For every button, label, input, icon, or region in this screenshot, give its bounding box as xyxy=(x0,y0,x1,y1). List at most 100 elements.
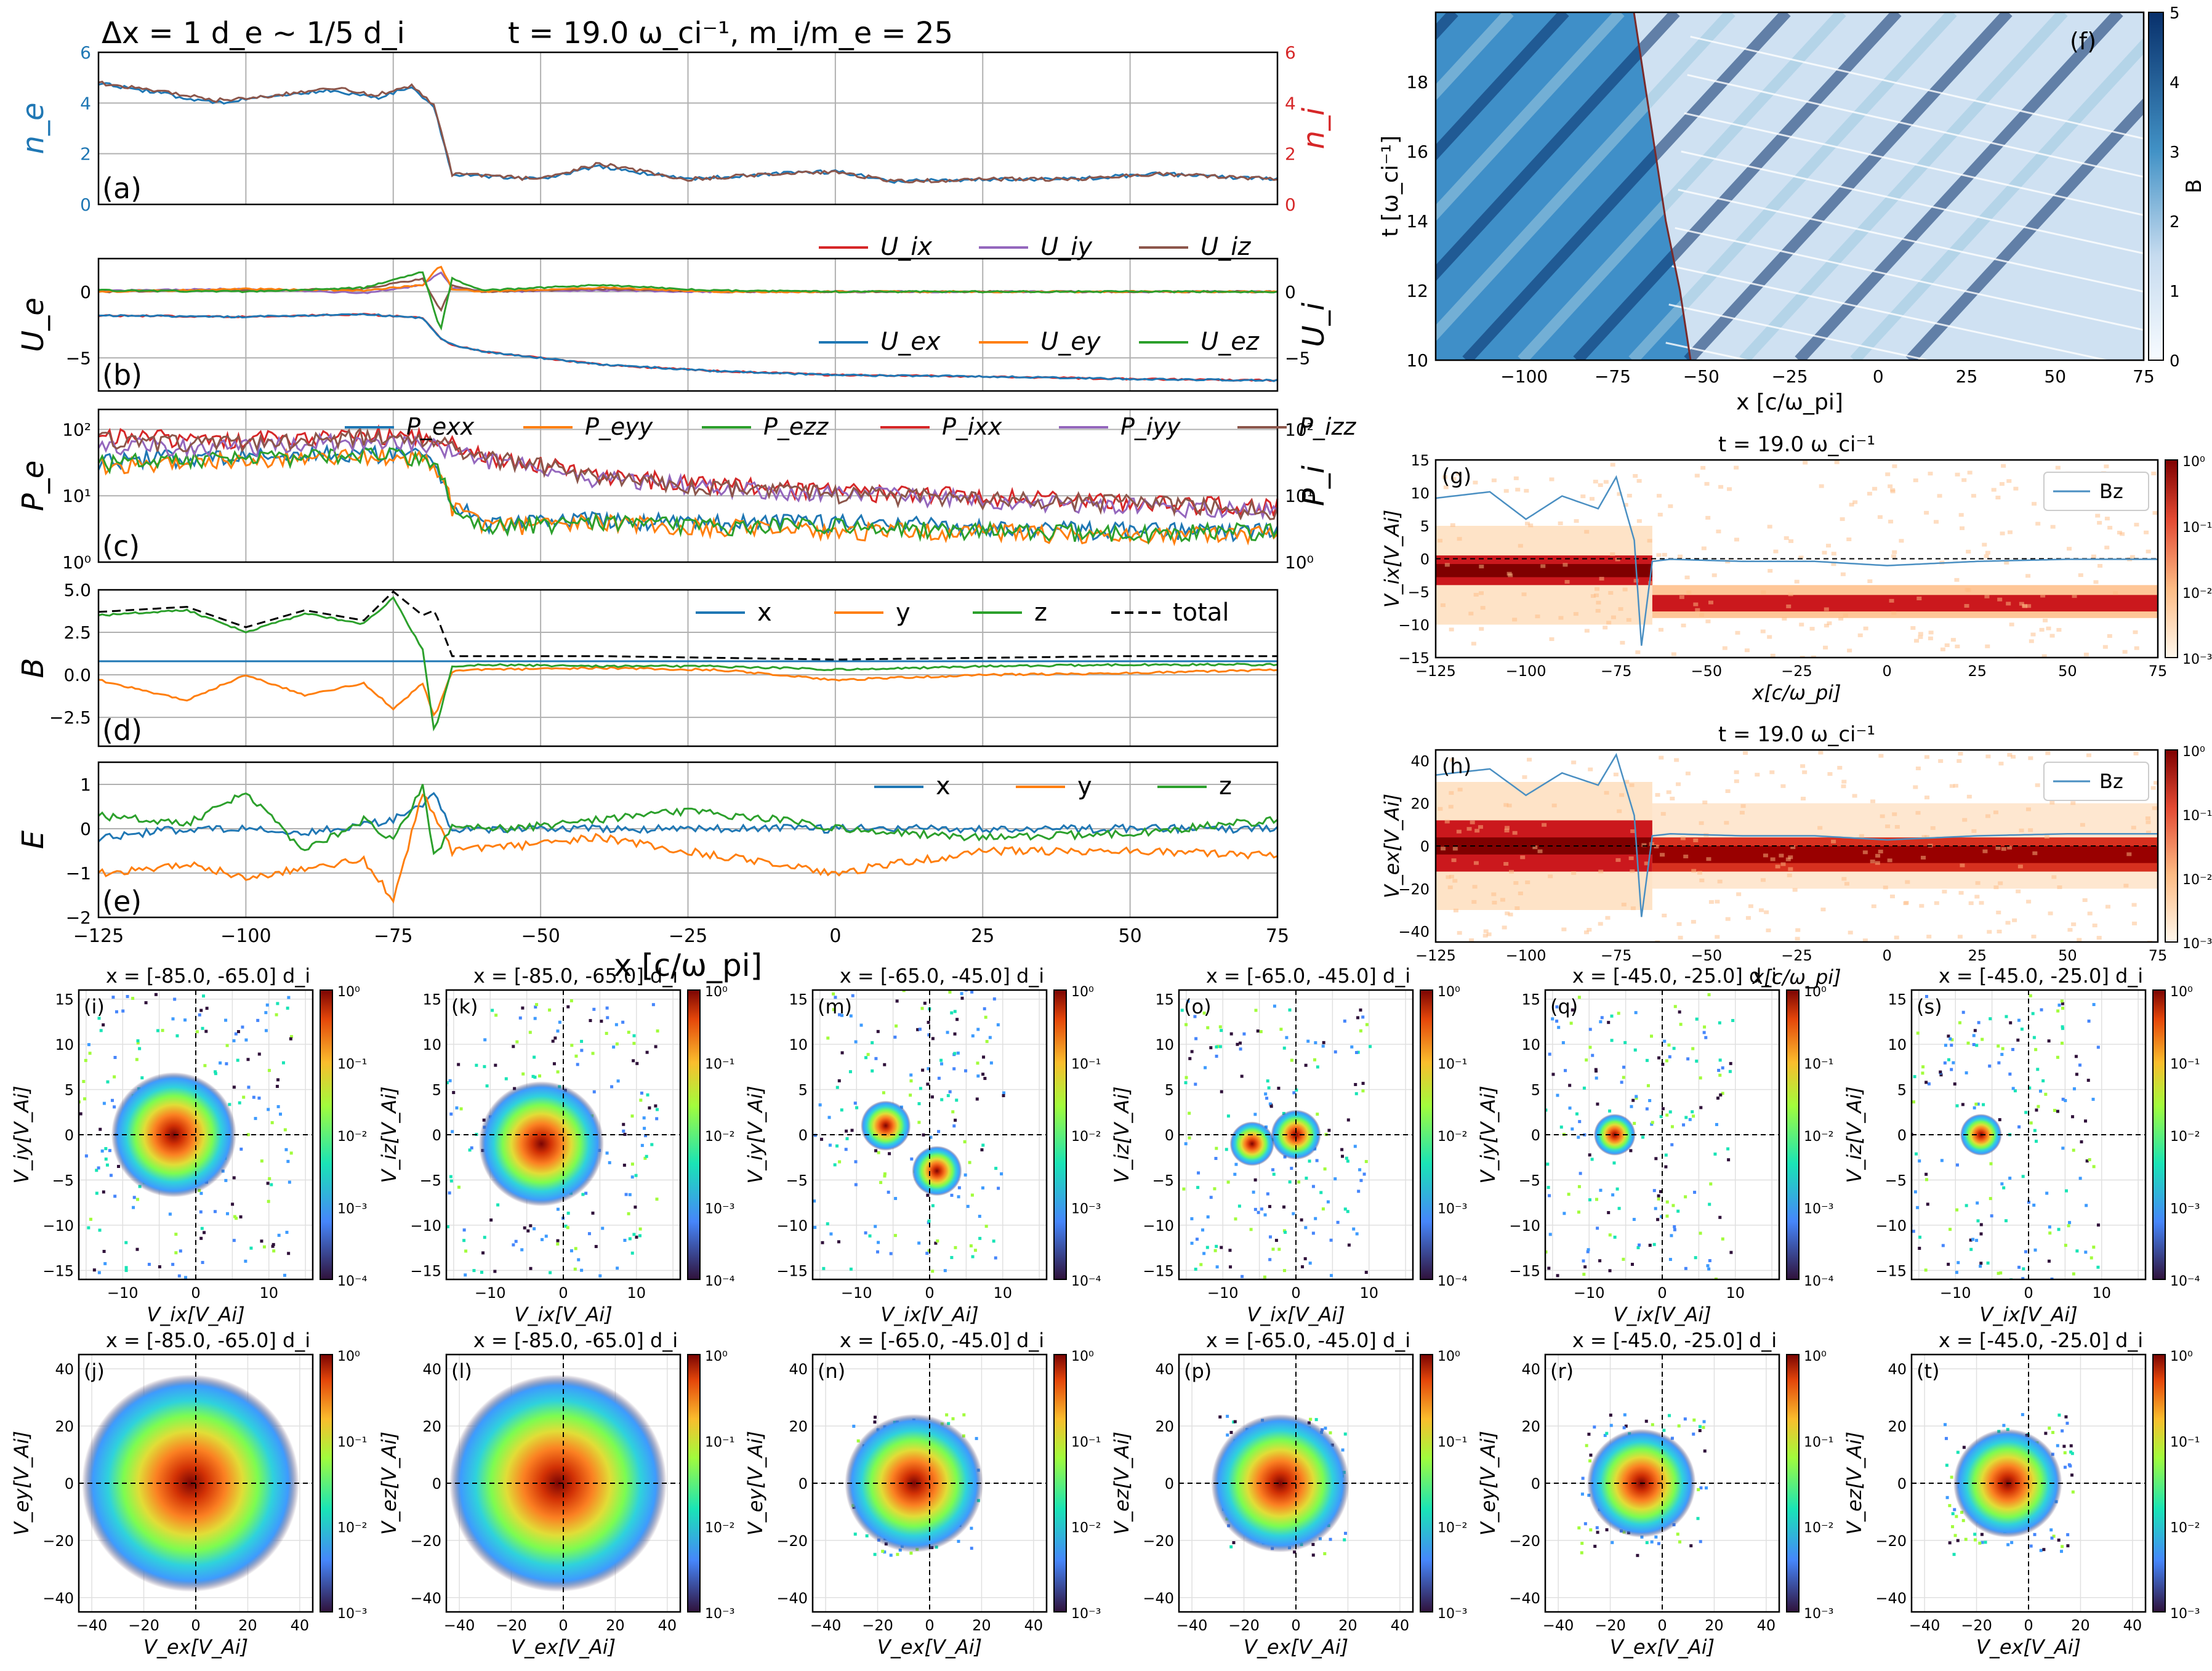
xtick: 10 xyxy=(259,1284,278,1302)
speckle xyxy=(1540,564,1546,568)
scatter-pixel xyxy=(1533,1055,1536,1058)
xtick: −75 xyxy=(374,925,412,947)
panel-label: (m) xyxy=(818,995,852,1018)
speckle xyxy=(1449,791,1454,795)
speckle xyxy=(1904,901,1909,905)
scatter-pixel xyxy=(1204,1066,1207,1069)
scatter-pixel xyxy=(1913,1075,1916,1079)
scatter-pixel xyxy=(224,1018,228,1022)
scatter-pixel xyxy=(1311,1185,1315,1188)
panel-l: (l)x = [-85.0, -65.0] d_i−40 −20 0 20 40−40−… xyxy=(377,1329,734,1659)
speckle xyxy=(1473,861,1479,865)
speckle xyxy=(2145,816,2150,820)
speckle xyxy=(1648,581,1654,585)
speckle xyxy=(1760,878,1766,882)
scatter-pixel xyxy=(976,1028,980,1031)
scatter-pixel xyxy=(1513,1021,1516,1024)
scatter-pixel xyxy=(2063,1465,2067,1469)
speckle xyxy=(1802,770,1808,775)
xtick: 50 xyxy=(2058,662,2077,680)
scatter-pixel xyxy=(770,1237,773,1240)
speckle xyxy=(1779,853,1784,858)
legend-label: P_ixx xyxy=(942,413,1002,440)
scatter-pixel xyxy=(2064,1099,2067,1103)
scatter-pixel xyxy=(916,1028,920,1031)
speckle xyxy=(1918,632,1923,636)
legend-label: Bz xyxy=(2099,480,2123,503)
colorbar-tick: 10⁻³ xyxy=(337,1606,367,1622)
stripe-upstream xyxy=(968,12,1288,360)
scatter-pixel xyxy=(1622,1076,1625,1079)
speckle xyxy=(2146,820,2151,824)
speckle xyxy=(2043,618,2048,622)
speckle xyxy=(1658,627,1663,632)
panel-h: (h)t = 19.0 ω_ci⁻¹Bz−125 −100 −75 −50 −25 0 25… xyxy=(1380,722,2212,989)
speckle xyxy=(1584,529,1590,534)
scatter-pixel xyxy=(287,1252,291,1255)
stripe-upstream xyxy=(1079,12,1399,360)
scatter-pixel xyxy=(1194,1082,1197,1086)
scatter-pixel xyxy=(1596,1102,1599,1106)
speckle xyxy=(1483,929,1489,933)
ytick: 40 xyxy=(1155,1361,1174,1378)
scatter-pixel xyxy=(1708,1259,1711,1263)
scatter-pixel xyxy=(1273,1004,1276,1008)
scatter-pixel xyxy=(74,1078,78,1081)
scatter-pixel xyxy=(1964,1537,1968,1541)
scatter-pixel xyxy=(1254,1009,1258,1012)
ytick: −40 xyxy=(42,1590,74,1607)
speckle xyxy=(1982,542,1987,547)
panel-label: (o) xyxy=(1184,995,1212,1018)
speckle xyxy=(1803,461,1808,465)
scatter-pixel xyxy=(876,1250,880,1254)
scatter-pixel xyxy=(2024,1250,2027,1254)
scatter-pixel xyxy=(2013,1089,2017,1093)
scatter-pixel xyxy=(2061,1429,2064,1433)
scatter-pixel xyxy=(1953,1508,1957,1512)
speckle xyxy=(2146,831,2151,835)
scatter-pixel xyxy=(136,1041,140,1045)
title: x = [-45.0, -25.0] d_i xyxy=(1939,964,2143,988)
scatter-pixel xyxy=(1990,1214,1993,1218)
series-p-ezz xyxy=(97,446,1279,546)
scatter-pixel xyxy=(2027,1201,2031,1204)
speckle xyxy=(1671,652,1676,656)
scatter-pixel xyxy=(1707,993,1711,997)
scatter-pixel xyxy=(1664,1165,1668,1169)
scatter-pixel xyxy=(1670,1234,1673,1238)
scatter-pixel xyxy=(1665,1059,1668,1063)
scatter-pixel xyxy=(1872,1269,1875,1272)
speckle xyxy=(1846,537,1852,541)
scatter-pixel xyxy=(99,1127,102,1131)
speckle xyxy=(1708,600,1713,605)
scatter-pixel xyxy=(1972,1034,1976,1037)
scatter-pixel xyxy=(805,1239,808,1242)
scatter-pixel xyxy=(2050,1536,2054,1540)
scatter-pixel xyxy=(895,999,899,1003)
scatter-pixel xyxy=(854,1183,858,1186)
speckle xyxy=(1596,600,1601,605)
scatter-pixel xyxy=(1263,1213,1267,1217)
speckle xyxy=(2032,502,2037,506)
scatter-pixel xyxy=(989,1061,993,1065)
scatter-pixel xyxy=(623,1238,627,1242)
scatter-pixel xyxy=(2061,1146,2065,1150)
ytick: −20 xyxy=(1398,880,1430,898)
speckle xyxy=(1794,579,1800,584)
scatter-pixel xyxy=(252,1095,255,1099)
scatter-pixel xyxy=(1714,1278,1718,1279)
scatter-pixel xyxy=(1356,1016,1360,1020)
scatter-pixel xyxy=(533,1076,537,1079)
speckle xyxy=(1558,521,1563,525)
speckle xyxy=(1562,563,1568,567)
xtick: −20 xyxy=(1595,1617,1626,1634)
scatter-pixel xyxy=(1304,1063,1308,1067)
scatter-pixel xyxy=(1268,1235,1272,1239)
speckle xyxy=(1755,773,1760,777)
scatter-pixel xyxy=(992,1239,995,1243)
colorbar-tick: 4 xyxy=(2170,74,2180,92)
scatter-pixel xyxy=(569,999,573,1002)
scatter-pixel xyxy=(1593,1425,1596,1429)
scatter-pixel xyxy=(1218,1415,1222,1419)
